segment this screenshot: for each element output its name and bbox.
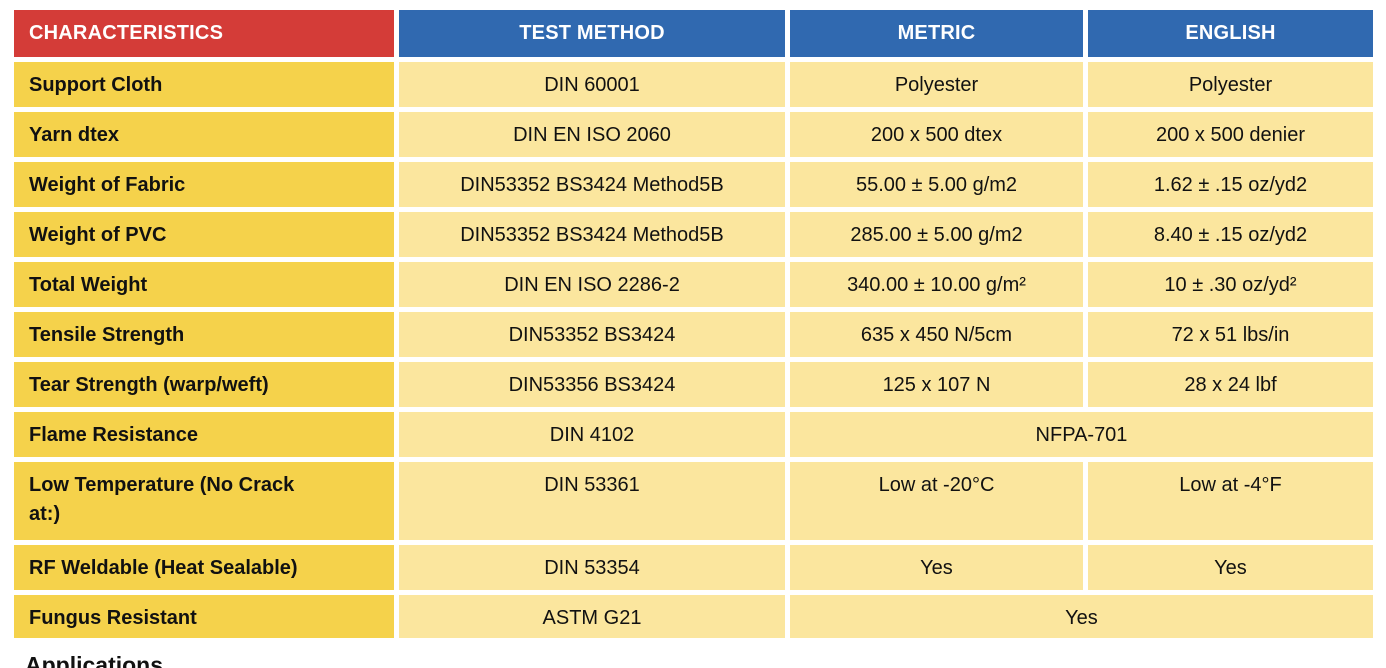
cell-english: 8.40 ± .15 oz/yd2 [1088,212,1373,257]
cell-characteristic: Total Weight [14,262,394,307]
cell-metric-english-combined: NFPA-701 [790,412,1373,457]
cell-test-method: DIN EN ISO 2060 [399,112,785,157]
table-row: Weight of Fabric DIN53352 BS3424 Method5… [14,162,1373,207]
cell-test-method: DIN 53354 [399,545,785,590]
cell-test-method: DIN EN ISO 2286-2 [399,262,785,307]
table-row: Tensile Strength DIN53352 BS3424 635 x 4… [14,312,1373,357]
table-row: Weight of PVC DIN53352 BS3424 Method5B 2… [14,212,1373,257]
cell-characteristic: Tensile Strength [14,312,394,357]
cell-metric: Polyester [790,62,1083,107]
table-row: Fungus Resistant ASTM G21 Yes [14,595,1373,638]
header-test-method: TEST METHOD [399,10,785,57]
cell-english: Yes [1088,545,1373,590]
cell-characteristic: Low Temperature (No Crack at:) [14,462,394,540]
cell-metric: 125 x 107 N [790,362,1083,407]
cell-characteristic: Weight of Fabric [14,162,394,207]
cell-characteristic: Weight of PVC [14,212,394,257]
table-row: Low Temperature (No Crack at:) DIN 53361… [14,462,1373,540]
cell-test-method: DIN53352 BS3424 Method5B [399,162,785,207]
cell-metric: Yes [790,545,1083,590]
cell-test-method: DIN53352 BS3424 Method5B [399,212,785,257]
cell-english: 28 x 24 lbf [1088,362,1373,407]
cell-english: Low at -4°F [1088,462,1373,540]
table-row: Yarn dtex DIN EN ISO 2060 200 x 500 dtex… [14,112,1373,157]
cell-english: 200 x 500 denier [1088,112,1373,157]
header-characteristics: CHARACTERISTICS [14,10,394,57]
cell-english: 1.62 ± .15 oz/yd2 [1088,162,1373,207]
cell-test-method: ASTM G21 [399,595,785,638]
table-row: Flame Resistance DIN 4102 NFPA-701 [14,412,1373,457]
cell-test-method: DIN 60001 [399,62,785,107]
table-row: RF Weldable (Heat Sealable) DIN 53354 Ye… [14,545,1373,590]
cell-metric: 200 x 500 dtex [790,112,1083,157]
applications-heading: Applications [25,652,164,668]
header-metric: METRIC [790,10,1083,57]
cell-characteristic-text: Low Temperature (No Crack at:) [29,474,295,525]
cell-metric: 635 x 450 N/5cm [790,312,1083,357]
cell-metric: Low at -20°C [790,462,1083,540]
header-row: CHARACTERISTICS TEST METHOD METRIC ENGLI… [14,10,1373,57]
cell-english: Polyester [1088,62,1373,107]
table-row: Tear Strength (warp/weft) DIN53356 BS342… [14,362,1373,407]
cell-characteristic: Flame Resistance [14,412,394,457]
cell-test-method: DIN53356 BS3424 [399,362,785,407]
cell-characteristic: Tear Strength (warp/weft) [14,362,394,407]
cell-characteristic: Fungus Resistant [14,595,394,638]
specifications-table: CHARACTERISTICS TEST METHOD METRIC ENGLI… [9,5,1378,643]
table-row: Support Cloth DIN 60001 Polyester Polyes… [14,62,1373,107]
table-row: Total Weight DIN EN ISO 2286-2 340.00 ± … [14,262,1373,307]
cell-characteristic: RF Weldable (Heat Sealable) [14,545,394,590]
cell-metric-english-combined: Yes [790,595,1373,638]
cell-metric: 340.00 ± 10.00 g/m² [790,262,1083,307]
cell-english: 10 ± .30 oz/yd² [1088,262,1373,307]
header-english: ENGLISH [1088,10,1373,57]
cell-test-method: DIN53352 BS3424 [399,312,785,357]
cell-english: 72 x 51 lbs/in [1088,312,1373,357]
cell-test-method: DIN 53361 [399,462,785,540]
cell-test-method: DIN 4102 [399,412,785,457]
cell-characteristic: Yarn dtex [14,112,394,157]
cell-metric: 55.00 ± 5.00 g/m2 [790,162,1083,207]
cell-metric: 285.00 ± 5.00 g/m2 [790,212,1083,257]
cell-characteristic: Support Cloth [14,62,394,107]
